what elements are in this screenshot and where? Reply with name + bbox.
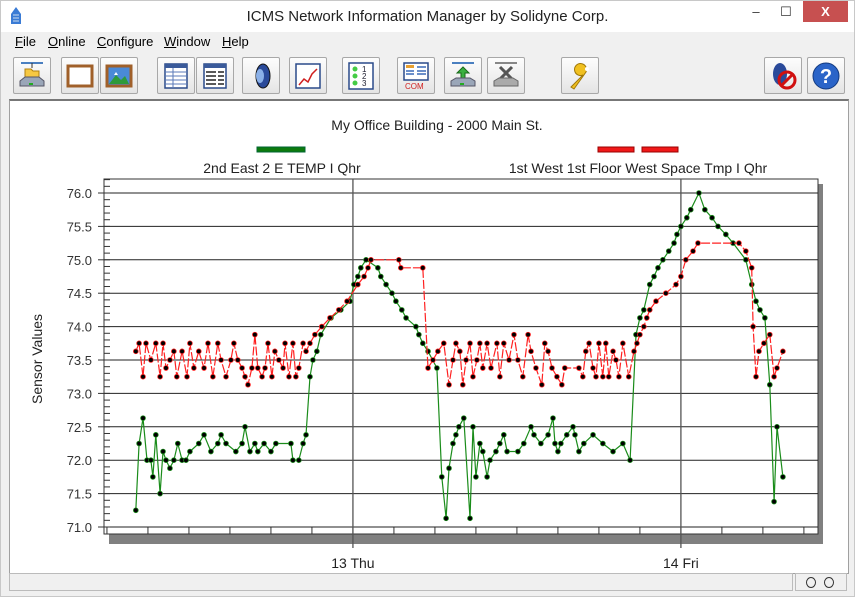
disconnect-network-icon <box>493 62 519 87</box>
open-network-button[interactable] <box>13 57 51 94</box>
status-indicator-2 <box>824 577 834 588</box>
blank-frame-icon <box>66 64 94 88</box>
status-indicators <box>795 573 847 591</box>
num-label-3: 3 <box>362 79 367 88</box>
upload-network-icon <box>450 62 476 87</box>
table-view-button[interactable] <box>157 57 195 94</box>
speaker-icon <box>255 63 271 89</box>
num-label-2: 2 <box>362 72 367 81</box>
com-port-button[interactable]: COM <box>397 57 435 94</box>
table-icon <box>164 63 188 89</box>
help-button[interactable]: ? <box>807 57 845 94</box>
mute-alarm-icon <box>773 63 797 90</box>
picture-button[interactable] <box>100 57 138 94</box>
menu-online[interactable]: Online <box>48 34 86 49</box>
picture-icon <box>105 64 133 88</box>
building-app-icon <box>11 7 21 24</box>
menu-bar: File Online Configure Window Help <box>1 32 854 52</box>
wrench-icon <box>570 63 589 90</box>
com-label: COM <box>405 82 424 91</box>
help-glyph: ? <box>820 66 832 88</box>
maximize-button[interactable]: ☐ <box>780 4 792 19</box>
menu-configure-mnemonic: C <box>97 34 107 49</box>
line-chart-icon <box>295 63 321 89</box>
trend-chart-button[interactable] <box>289 57 327 94</box>
menu-window-label: indow <box>176 34 211 49</box>
menu-configure-label: onfigure <box>106 34 154 49</box>
sound-button[interactable] <box>242 57 280 94</box>
title-bar: ICMS Network Information Manager by Soli… <box>1 1 854 32</box>
menu-window-mnemonic: W <box>164 34 177 49</box>
chart-panel <box>9 99 849 574</box>
status-indicator-1 <box>806 577 816 588</box>
help-icon: ? <box>812 62 840 90</box>
menu-file[interactable]: File <box>15 34 36 49</box>
menu-online-label: nline <box>58 34 86 49</box>
menu-online-mnemonic: O <box>48 34 59 49</box>
menu-help-label: elp <box>231 34 249 49</box>
numbered-list-icon: 123 <box>348 62 374 90</box>
status-bar <box>9 573 847 591</box>
list-table-icon <box>203 63 227 89</box>
menu-window[interactable]: Window <box>164 34 210 49</box>
open-network-icon <box>19 62 45 87</box>
menu-help[interactable]: Help <box>222 34 249 49</box>
menu-file-label: ile <box>22 34 36 49</box>
menu-file-mnemonic: F <box>15 34 23 49</box>
list-view-button[interactable] <box>196 57 234 94</box>
window-title: ICMS Network Information Manager by Soli… <box>246 8 609 25</box>
minimize-button[interactable]: ‒ <box>752 4 760 19</box>
menu-configure[interactable]: Configure <box>97 34 153 49</box>
blank-frame-button[interactable] <box>61 57 99 94</box>
com-port-icon: COM <box>403 62 429 91</box>
upload-network-button[interactable] <box>444 57 482 94</box>
mute-alarm-button[interactable] <box>764 57 802 94</box>
settings-button[interactable] <box>561 57 599 94</box>
close-button[interactable]: X <box>803 1 848 22</box>
num-label-1: 1 <box>362 65 367 74</box>
menu-help-mnemonic: H <box>222 34 232 49</box>
disconnect-network-button[interactable] <box>487 57 525 94</box>
status-text <box>9 573 793 591</box>
